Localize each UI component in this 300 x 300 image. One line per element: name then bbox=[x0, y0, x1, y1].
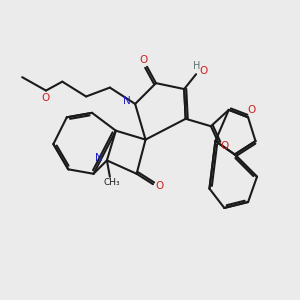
Text: N: N bbox=[95, 153, 103, 163]
Text: CH₃: CH₃ bbox=[104, 178, 121, 187]
Text: H: H bbox=[193, 61, 200, 71]
Text: N: N bbox=[123, 96, 131, 106]
Text: O: O bbox=[247, 106, 255, 116]
Text: O: O bbox=[41, 93, 50, 103]
Text: O: O bbox=[200, 66, 208, 76]
Text: O: O bbox=[221, 141, 229, 151]
Text: O: O bbox=[139, 55, 148, 65]
Text: O: O bbox=[155, 181, 164, 191]
